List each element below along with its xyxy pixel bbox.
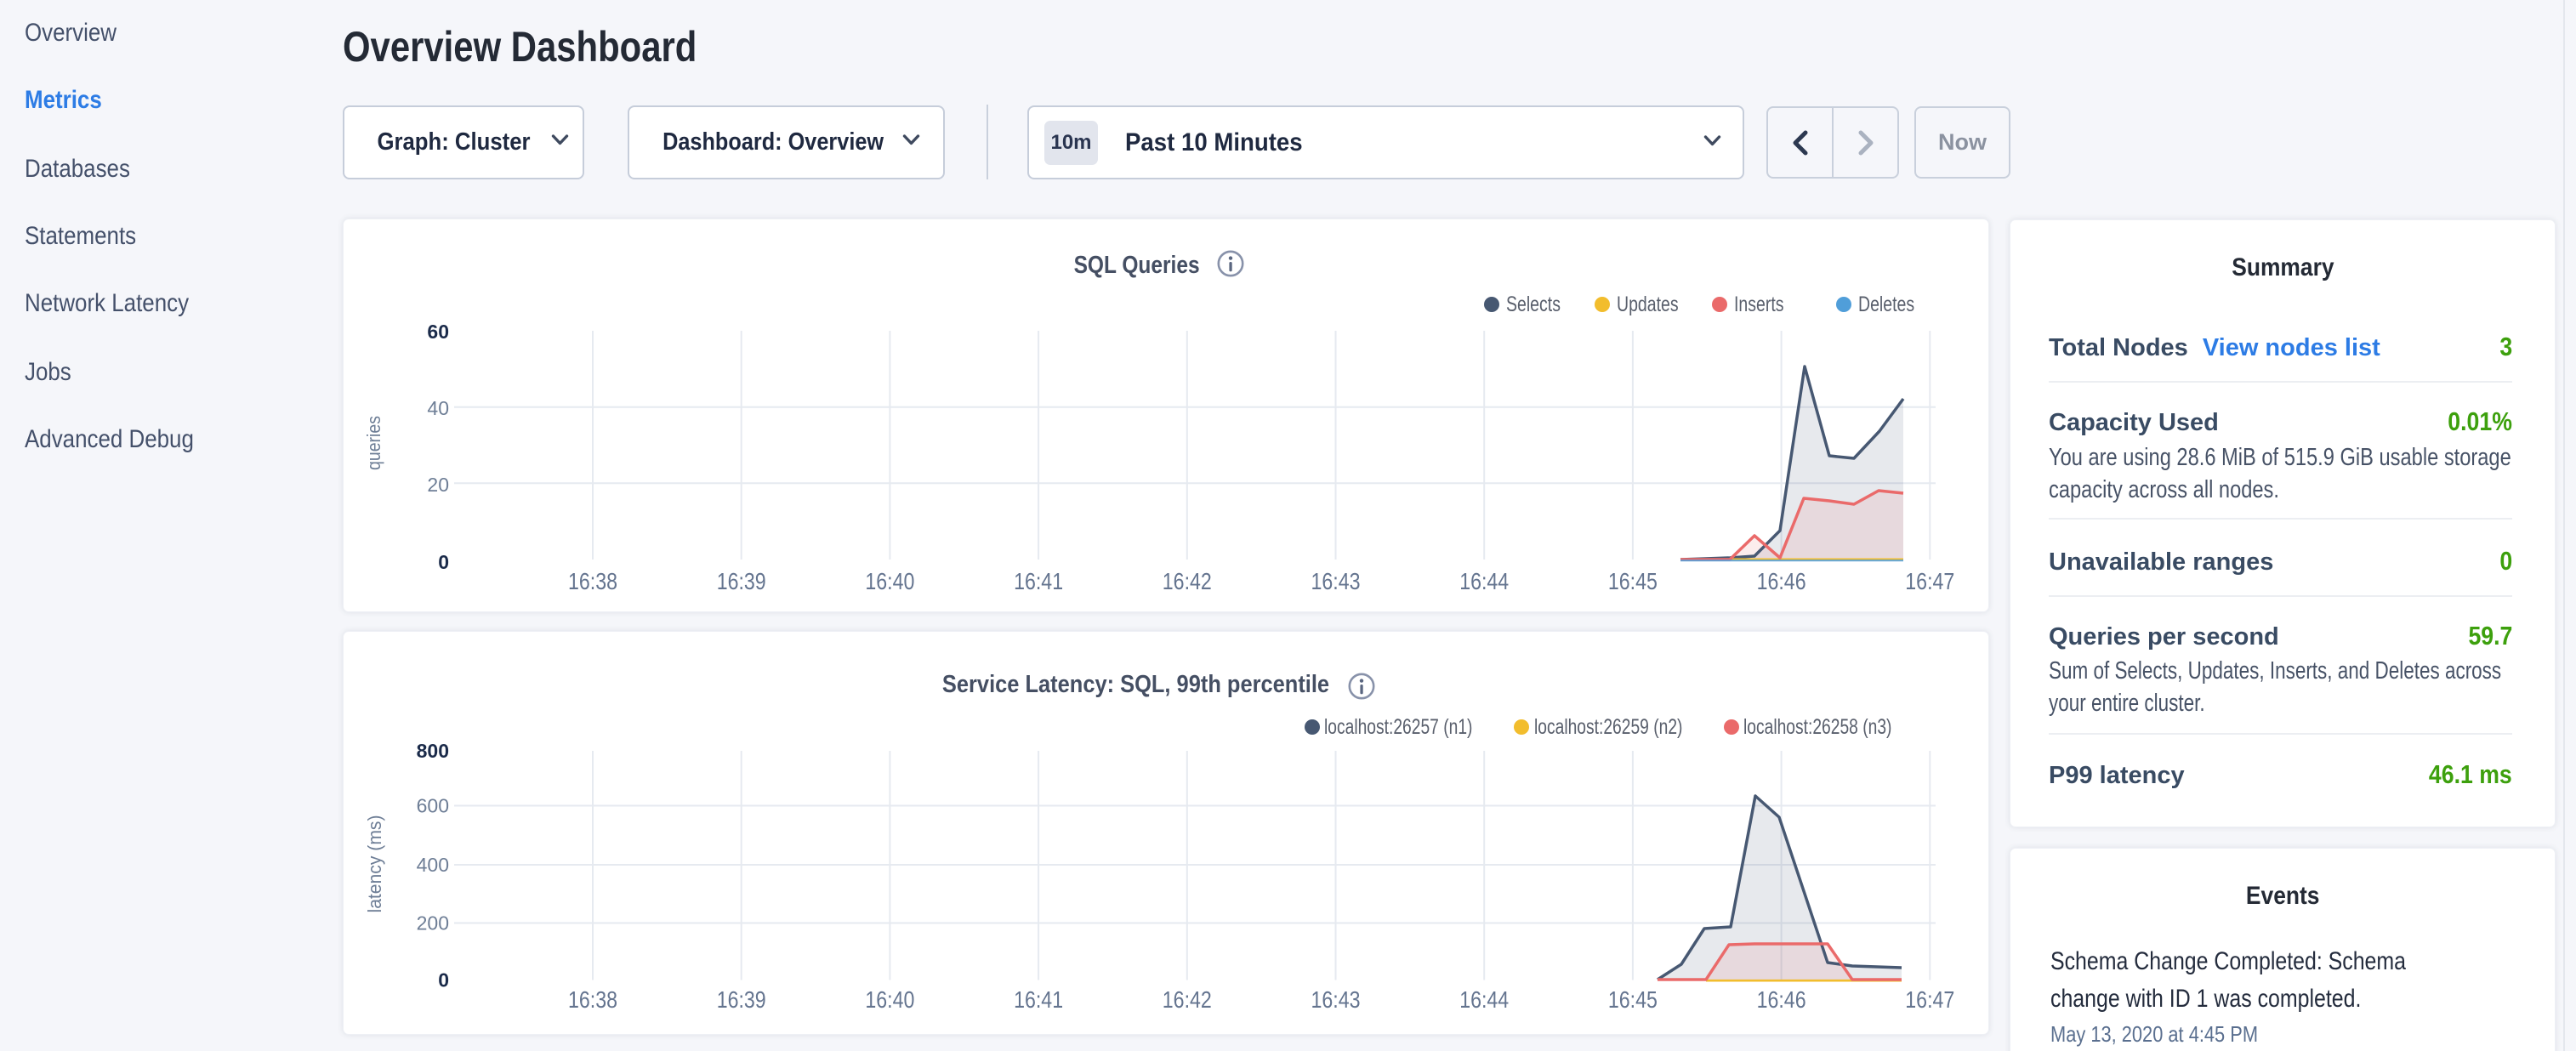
svg-text:16:42: 16:42 — [1163, 568, 1212, 594]
svg-text:16:38: 16:38 — [568, 568, 617, 594]
svg-text:16:45: 16:45 — [1608, 568, 1658, 594]
svg-text:16:44: 16:44 — [1459, 568, 1509, 594]
svg-text:16:47: 16:47 — [1905, 568, 1954, 594]
svg-text:16:42: 16:42 — [1163, 986, 1212, 1013]
svg-text:16:39: 16:39 — [717, 568, 766, 594]
svg-text:0: 0 — [438, 969, 449, 991]
svg-text:latency (ms): latency (ms) — [364, 815, 385, 913]
svg-text:16:43: 16:43 — [1311, 986, 1361, 1013]
svg-text:16:40: 16:40 — [865, 986, 914, 1013]
svg-text:16:45: 16:45 — [1608, 986, 1658, 1013]
svg-text:16:46: 16:46 — [1757, 986, 1806, 1013]
svg-text:400: 400 — [417, 854, 449, 876]
svg-text:60: 60 — [427, 321, 449, 343]
svg-text:800: 800 — [417, 740, 449, 762]
svg-text:16:44: 16:44 — [1459, 986, 1509, 1013]
svg-text:16:41: 16:41 — [1014, 986, 1063, 1013]
svg-text:40: 40 — [427, 397, 449, 419]
svg-text:16:41: 16:41 — [1014, 568, 1063, 594]
svg-text:200: 200 — [417, 912, 449, 935]
svg-text:600: 600 — [417, 795, 449, 817]
svg-text:16:47: 16:47 — [1905, 986, 1954, 1013]
svg-text:16:46: 16:46 — [1757, 568, 1806, 594]
svg-text:0: 0 — [438, 551, 449, 573]
svg-text:16:43: 16:43 — [1311, 568, 1361, 594]
svg-text:16:39: 16:39 — [717, 986, 766, 1013]
svg-text:20: 20 — [427, 474, 449, 496]
svg-text:queries: queries — [363, 416, 384, 470]
svg-text:16:40: 16:40 — [865, 568, 914, 594]
svg-text:16:38: 16:38 — [568, 986, 617, 1013]
